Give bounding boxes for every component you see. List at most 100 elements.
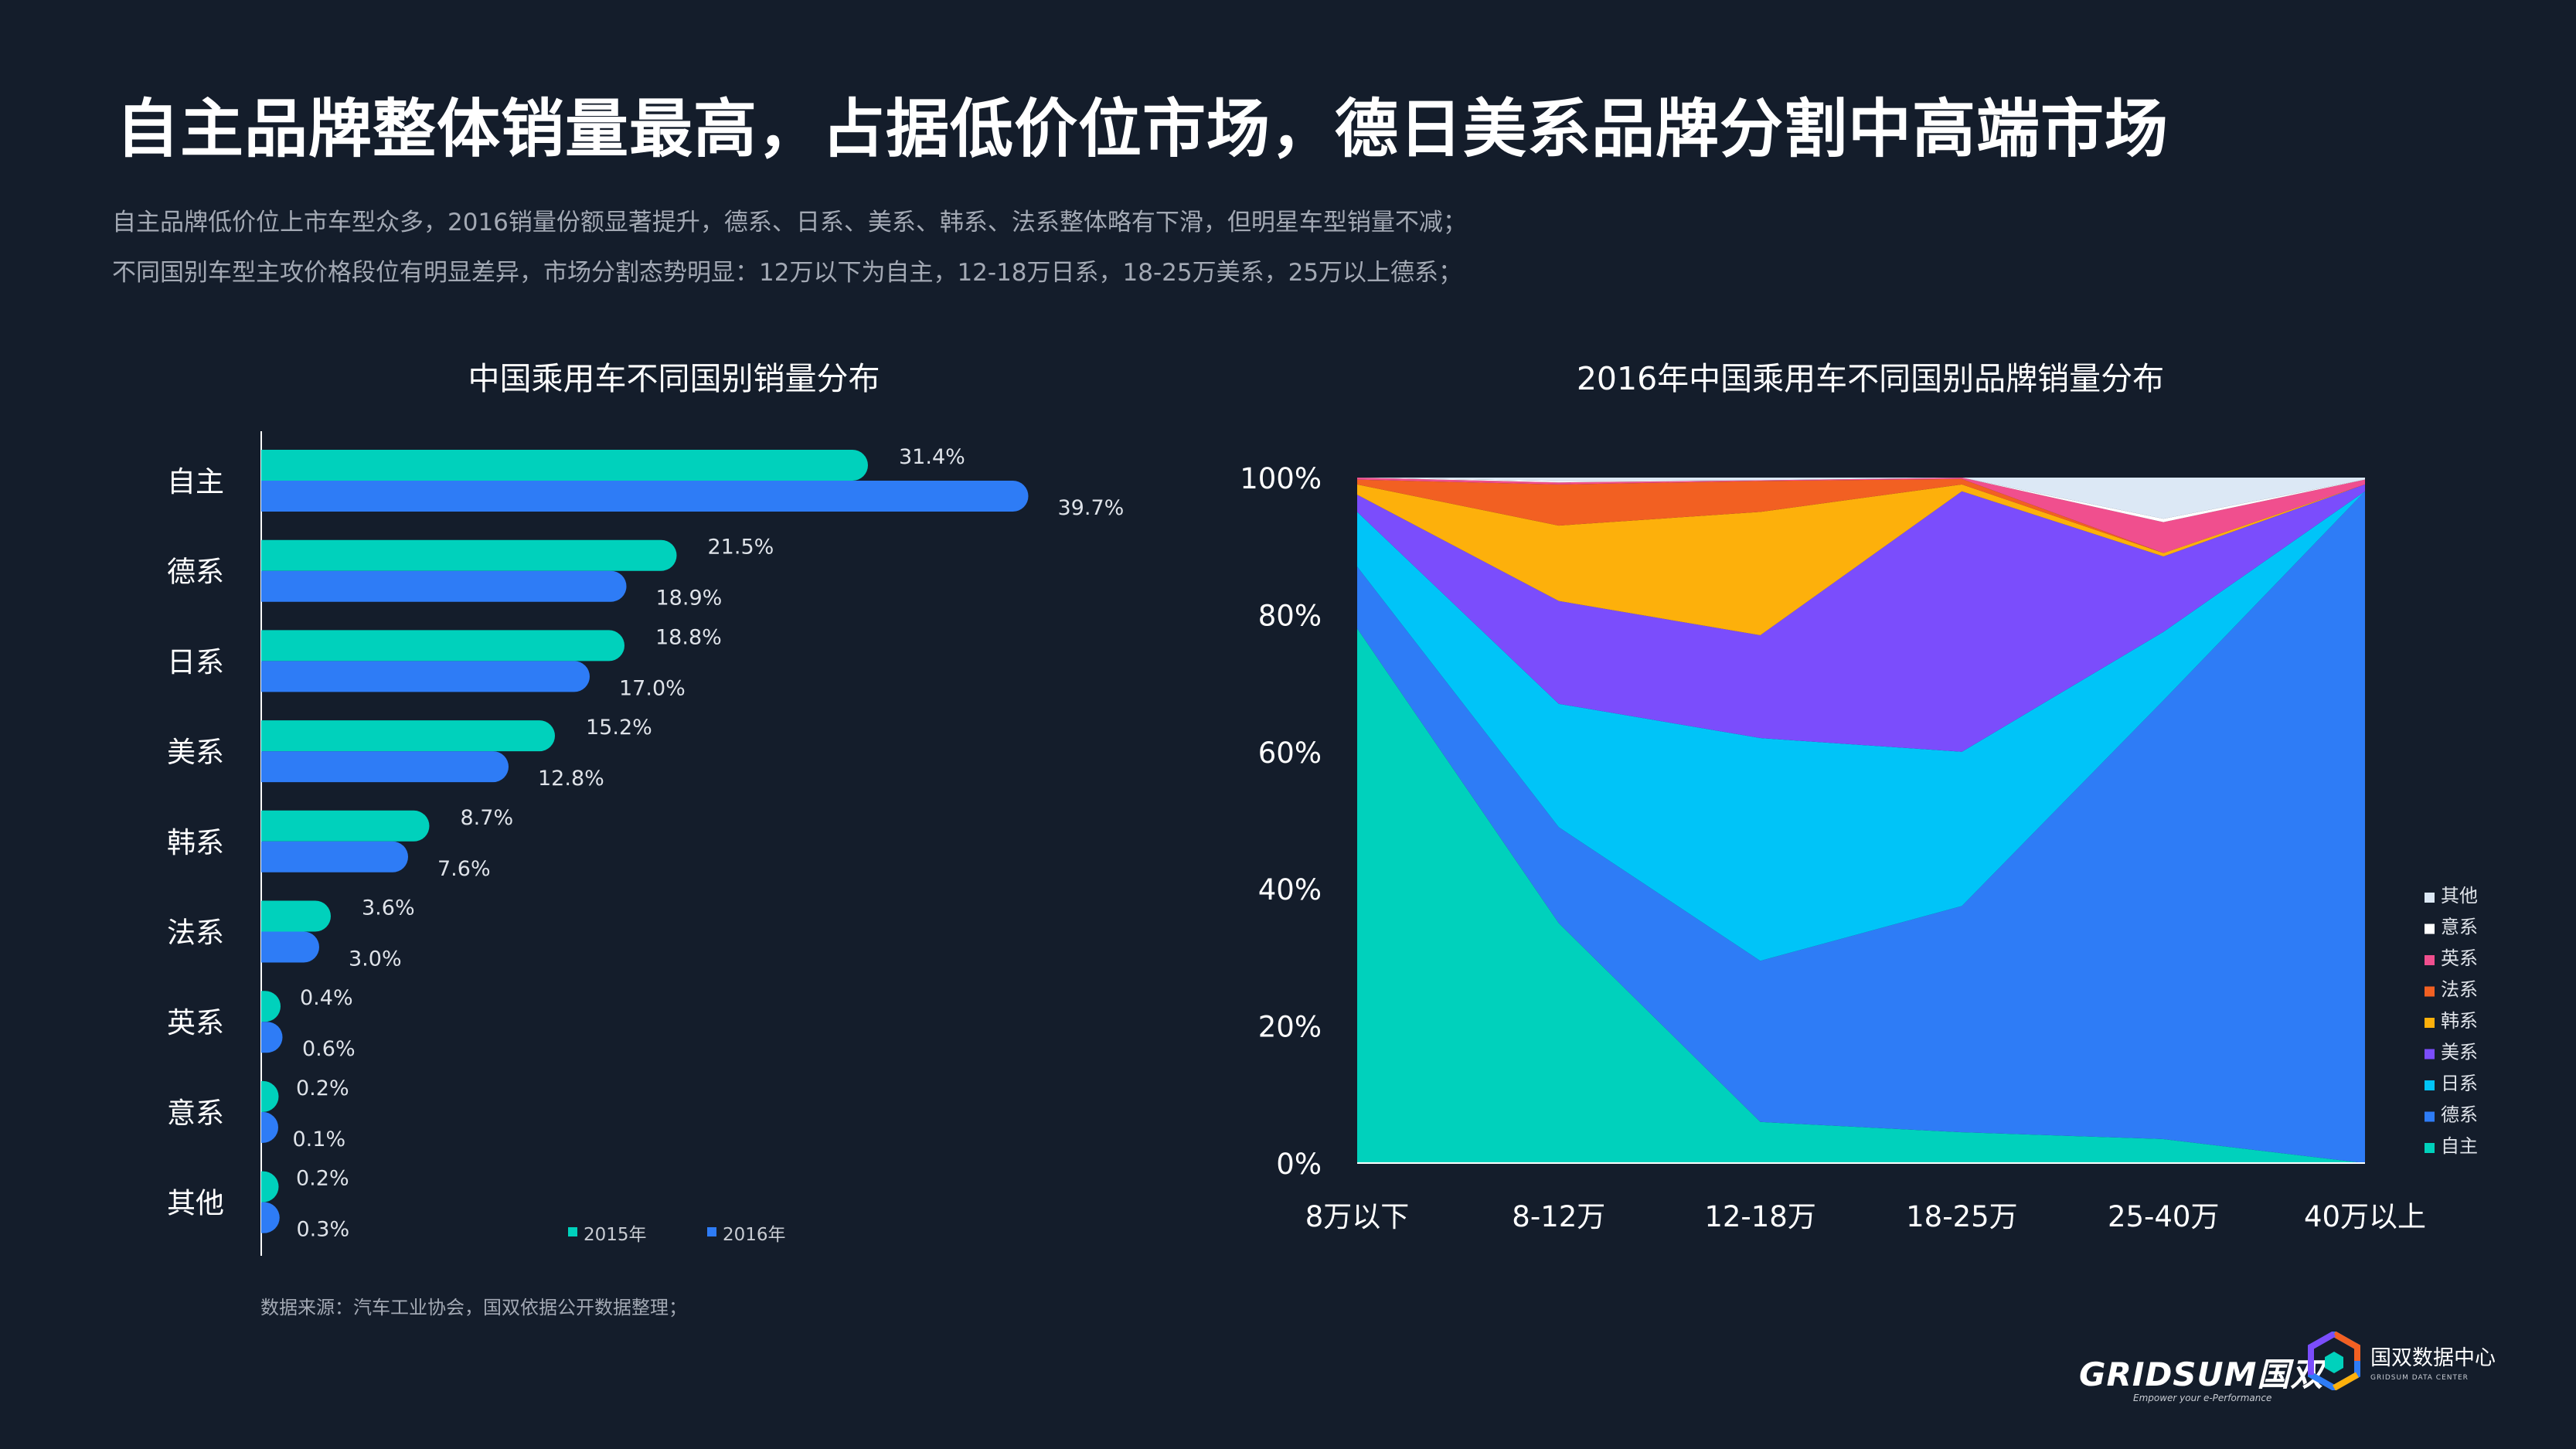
bar-2015 <box>261 991 281 1022</box>
bar-category-label: 其他 <box>167 1187 224 1220</box>
area-y-tick: 80% <box>1258 599 1322 632</box>
bar-chart-title: 中国乘用车不同国别销量分布 <box>468 360 880 397</box>
bar-chart: 自主 31.4% 39.7% 德系 21.5% 18.9% 日系 18.8% 17.0% 美系 15… <box>167 431 1125 1256</box>
legend-swatch <box>707 1227 716 1236</box>
bar-value-label: 17.0% <box>619 676 686 700</box>
bar-2016 <box>261 481 1029 512</box>
area-y-tick: 20% <box>1258 1011 1322 1044</box>
area-x-tick: 12-18万 <box>1704 1200 1816 1233</box>
legend-swatch <box>2425 986 2435 997</box>
area-series-2 <box>1357 491 2365 961</box>
area-series-3 <box>1357 484 2365 752</box>
bar-category-label: 意系 <box>167 1097 224 1130</box>
bar-2016 <box>261 570 627 602</box>
legend-swatch <box>2425 1018 2435 1028</box>
legend-label: 其他 <box>2441 885 2478 906</box>
bar-2016 <box>261 1022 283 1053</box>
data-center-logo: 国双数据中心 GRIDSUM DATA CENTER <box>2307 1332 2496 1390</box>
bar-value-label: 18.8% <box>655 625 722 649</box>
bar-2016 <box>261 751 509 783</box>
bar-2015 <box>261 900 331 932</box>
bar-2015 <box>261 1171 279 1202</box>
data-center-subname: GRIDSUM DATA CENTER <box>2370 1373 2469 1382</box>
legend-swatch <box>2425 1049 2435 1060</box>
bar-category-label: 德系 <box>167 556 224 589</box>
legend-label: 自主 <box>2441 1135 2478 1157</box>
legend-swatch <box>2425 923 2435 934</box>
page-title: 自主品牌整体销量最高，占据低价位市场，德日美系品牌分割中高端市场 <box>116 93 2169 166</box>
gridsum-logo: GRIDSUM国双 Empower your e-Performance <box>2079 1349 2323 1403</box>
bar-2016 <box>261 841 408 872</box>
bar-category-label: 美系 <box>167 736 224 769</box>
bar-2015 <box>261 720 555 752</box>
area-x-tick: 18-25万 <box>1906 1200 2018 1233</box>
area-series-4 <box>1357 484 2365 636</box>
legend-label: 日系 <box>2441 1073 2478 1094</box>
bar-value-label: 3.0% <box>349 947 402 971</box>
bar-category-label: 日系 <box>167 645 224 679</box>
subtitle-line-2: 不同国别车型主攻价格段位有明显差异，市场分割态势明显：12万以下为自主，12-1… <box>112 259 1463 287</box>
bar-category-label: 自主 <box>167 465 224 498</box>
bar-2015 <box>261 539 677 571</box>
bar-value-label: 21.5% <box>708 536 774 560</box>
legend-label: 意系 <box>2441 917 2478 938</box>
legend-swatch <box>2425 1080 2435 1090</box>
area-x-tick: 8万以下 <box>1305 1200 1410 1233</box>
bar-2015 <box>261 630 624 662</box>
area-series-5 <box>1357 478 2365 553</box>
bar-value-label: 8.7% <box>461 806 514 830</box>
bar-value-label: 0.1% <box>293 1128 346 1151</box>
bar-value-label: 7.6% <box>437 857 491 881</box>
area-series-0 <box>1357 628 2365 1163</box>
bar-value-label: 0.3% <box>297 1218 350 1242</box>
bar-2016 <box>261 1202 280 1233</box>
bar-category-label: 英系 <box>167 1006 224 1039</box>
bar-2015 <box>261 810 430 842</box>
area-series-6 <box>1357 478 2365 553</box>
data-center-name: 国双数据中心 <box>2370 1345 2496 1370</box>
legend-swatch <box>568 1227 577 1236</box>
hexagon-logo-icon <box>2308 1332 2360 1390</box>
legend-swatch <box>2425 893 2435 903</box>
legend-swatch <box>2425 1111 2435 1122</box>
bar-value-label: 0.2% <box>296 1077 349 1100</box>
legend-swatch <box>2425 955 2435 965</box>
area-x-tick: 25-40万 <box>2108 1200 2220 1233</box>
legend-label: 2015年 <box>584 1225 647 1245</box>
bar-value-label: 39.7% <box>1058 496 1125 520</box>
bar-value-label: 0.4% <box>300 986 353 1010</box>
area-chart: 0% 20% 40% 60% 80% 100% 8万以下 8-12万 12-18万 18-25万 2… <box>1240 462 2478 1233</box>
legend-label: 德系 <box>2441 1104 2478 1126</box>
bar-value-label: 18.9% <box>656 587 723 611</box>
area-y-tick: 0% <box>1276 1148 1322 1181</box>
legend-label: 英系 <box>2441 947 2478 969</box>
data-source-note: 数据来源：汽车工业协会，国双依据公开数据整理； <box>260 1297 687 1318</box>
area-x-tick: 8-12万 <box>1512 1200 1605 1233</box>
subtitle-line-1: 自主品牌低价位上市车型众多，2016销量份额显著提升，德系、日系、美系、韩系、法… <box>112 209 1467 236</box>
bar-value-label: 15.2% <box>586 716 652 740</box>
bar-value-label: 31.4% <box>899 445 965 469</box>
legend-swatch <box>2425 1143 2435 1153</box>
bar-category-label: 法系 <box>167 917 224 950</box>
area-series-8 <box>1357 478 2365 519</box>
bar-2016 <box>261 1111 278 1143</box>
area-y-tick: 40% <box>1258 873 1322 906</box>
bar-value-label: 12.8% <box>538 767 604 791</box>
area-chart-title: 2016年中国乘用车不同国别品牌销量分布 <box>1576 360 2165 397</box>
bar-2016 <box>261 931 319 963</box>
legend-label: 美系 <box>2441 1042 2478 1063</box>
bar-2015 <box>261 450 868 481</box>
area-series-1 <box>1357 491 2365 1163</box>
bar-value-label: 0.2% <box>296 1167 349 1191</box>
area-y-tick: 60% <box>1258 736 1322 770</box>
gridsum-logo-text: GRIDSUM国双 <box>2079 1355 2324 1393</box>
legend-label: 2016年 <box>723 1225 786 1245</box>
bar-value-label: 3.6% <box>362 896 415 920</box>
legend-label: 韩系 <box>2441 1010 2478 1032</box>
bar-2016 <box>261 661 590 692</box>
gridsum-logo-tagline: Empower your e-Performance <box>2133 1393 2272 1403</box>
area-y-tick: 100% <box>1240 462 1322 495</box>
legend-label: 法系 <box>2441 979 2478 1001</box>
bar-value-label: 0.6% <box>302 1037 356 1061</box>
bar-2015 <box>261 1080 279 1112</box>
